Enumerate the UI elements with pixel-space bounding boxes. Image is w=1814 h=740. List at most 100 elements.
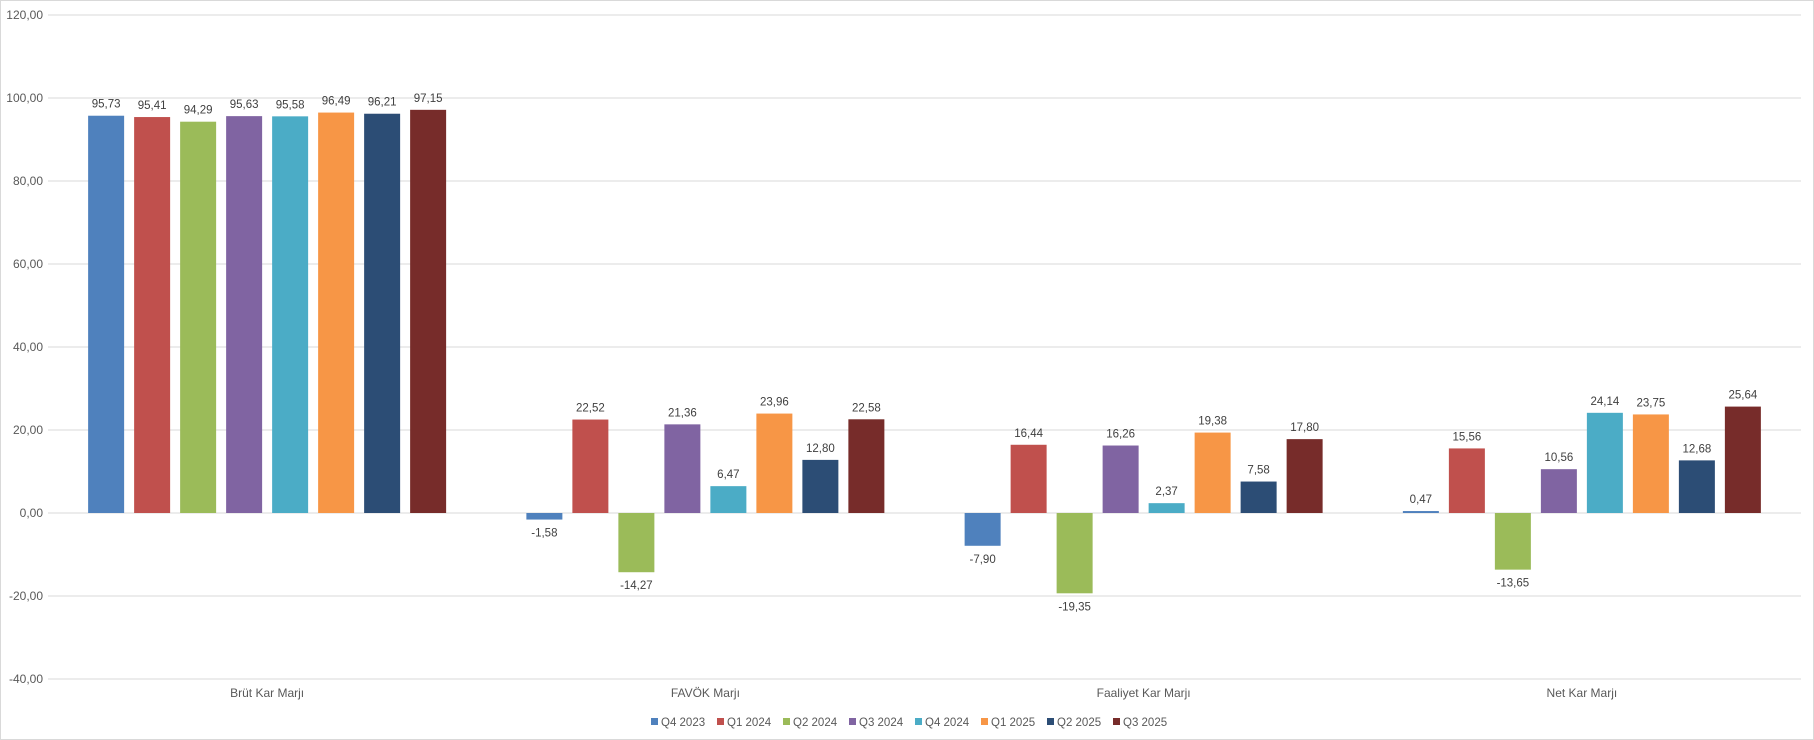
- bar: [1102, 445, 1139, 513]
- data-label: 95,41: [138, 100, 167, 112]
- data-label: 96,49: [322, 96, 351, 108]
- data-label: 12,68: [1682, 443, 1711, 455]
- bar: [618, 513, 655, 573]
- bars: [88, 109, 1761, 594]
- y-tick-label: -40,00: [9, 672, 43, 686]
- bar: [1148, 503, 1185, 513]
- bar: [1010, 444, 1047, 513]
- data-label: 16,44: [1014, 428, 1043, 440]
- legend-item[interactable]: Q2 2025: [1047, 717, 1101, 729]
- data-label: 16,26: [1106, 429, 1135, 441]
- legend-item[interactable]: Q3 2025: [1113, 717, 1167, 729]
- bar: [848, 419, 885, 513]
- legend-label: Q2 2025: [1057, 717, 1101, 729]
- legend-label: Q4 2023: [661, 717, 705, 729]
- bar: [410, 109, 447, 513]
- bar: [364, 113, 401, 513]
- legend-swatch: [849, 718, 856, 725]
- bar: [802, 459, 839, 513]
- data-label: 23,75: [1636, 397, 1665, 409]
- legend-swatch: [783, 718, 790, 725]
- bar: [226, 116, 263, 513]
- legend-label: Q3 2024: [859, 717, 904, 729]
- bar: [1194, 432, 1231, 513]
- data-label: 24,14: [1590, 396, 1619, 408]
- legend-item[interactable]: Q1 2024: [717, 717, 772, 729]
- data-label: 17,80: [1290, 422, 1319, 434]
- category-label: FAVÖK Marjı: [671, 686, 740, 700]
- y-tick-label: 100,00: [6, 91, 43, 105]
- category-label: Brüt Kar Marjı: [230, 686, 304, 700]
- y-tick-label: 60,00: [13, 257, 43, 271]
- data-label: 23,96: [760, 397, 789, 409]
- data-label: 95,58: [276, 99, 305, 111]
- data-label: 97,15: [414, 93, 443, 105]
- legend-item[interactable]: Q1 2025: [981, 717, 1035, 729]
- bar: [1402, 511, 1439, 513]
- bar: [1540, 469, 1577, 513]
- y-tick-label: 80,00: [13, 174, 43, 188]
- legend-swatch: [1113, 718, 1120, 725]
- legend-swatch: [651, 718, 658, 725]
- bar: [88, 115, 125, 514]
- bar: [1056, 513, 1093, 594]
- y-axis-tick-labels: 120,00 100,00 80,00 60,00 40,00 20,00 0,00 -20,…: [6, 8, 43, 686]
- y-tick-label: 120,00: [6, 8, 43, 22]
- data-label: 22,52: [576, 403, 605, 415]
- bar: [1678, 460, 1715, 513]
- data-label: 21,36: [668, 407, 697, 419]
- bar: [664, 424, 701, 513]
- bar: [710, 486, 747, 513]
- bar: [1586, 412, 1623, 513]
- legend-item[interactable]: Q3 2024: [849, 717, 904, 729]
- bar: [180, 121, 217, 513]
- bar: [1448, 448, 1485, 513]
- legend-swatch: [981, 718, 988, 725]
- legend-swatch: [717, 718, 724, 725]
- data-label: 0,47: [1410, 494, 1432, 506]
- bar: [1724, 406, 1761, 513]
- y-tick-label: 0,00: [20, 506, 44, 520]
- bar: [134, 117, 171, 514]
- bar: [964, 513, 1001, 546]
- legend-swatch: [1047, 718, 1054, 725]
- bar: [572, 419, 609, 513]
- data-label: -19,35: [1058, 601, 1091, 613]
- data-label: 95,73: [92, 99, 121, 111]
- data-label: 12,80: [806, 443, 835, 455]
- y-tick-label: 20,00: [13, 423, 43, 437]
- legend-item[interactable]: Q2 2024: [783, 717, 838, 729]
- data-label: 96,21: [368, 97, 397, 109]
- data-label: 22,58: [852, 402, 881, 414]
- data-label: 15,56: [1452, 431, 1481, 443]
- data-labels: 95,73 95,41 94,29 95,63 95,58 96,49 96,21 97,15…: [92, 93, 1758, 613]
- bar: [1632, 414, 1669, 513]
- data-label: -13,65: [1497, 578, 1530, 590]
- data-label: 2,37: [1155, 486, 1177, 498]
- data-label: 19,38: [1198, 416, 1227, 428]
- y-tick-label: -20,00: [9, 589, 43, 603]
- bar: [1494, 513, 1531, 570]
- legend-item[interactable]: Q4 2023: [651, 717, 705, 729]
- data-label: 25,64: [1728, 390, 1757, 402]
- bar: [318, 112, 355, 513]
- data-label: -1,58: [531, 528, 557, 540]
- bar: [272, 116, 309, 513]
- data-label: 10,56: [1544, 452, 1573, 464]
- legend-label: Q2 2024: [793, 717, 838, 729]
- legend: Q4 2023 Q1 2024 Q2 2024 Q3 2024 Q4 2024 Q1 20…: [651, 717, 1167, 729]
- legend-item[interactable]: Q4 2024: [915, 717, 970, 729]
- legend-label: Q3 2025: [1123, 717, 1167, 729]
- bar: [756, 413, 793, 513]
- data-label: 94,29: [184, 105, 213, 117]
- category-label: Net Kar Marjı: [1547, 686, 1618, 700]
- data-label: 6,47: [717, 469, 739, 481]
- legend-label: Q4 2024: [925, 717, 970, 729]
- legend-swatch: [915, 718, 922, 725]
- legend-label: Q1 2025: [991, 717, 1035, 729]
- category-label: Faaliyet Kar Marjı: [1097, 686, 1191, 700]
- bar: [1240, 481, 1277, 513]
- bar: [1286, 439, 1323, 513]
